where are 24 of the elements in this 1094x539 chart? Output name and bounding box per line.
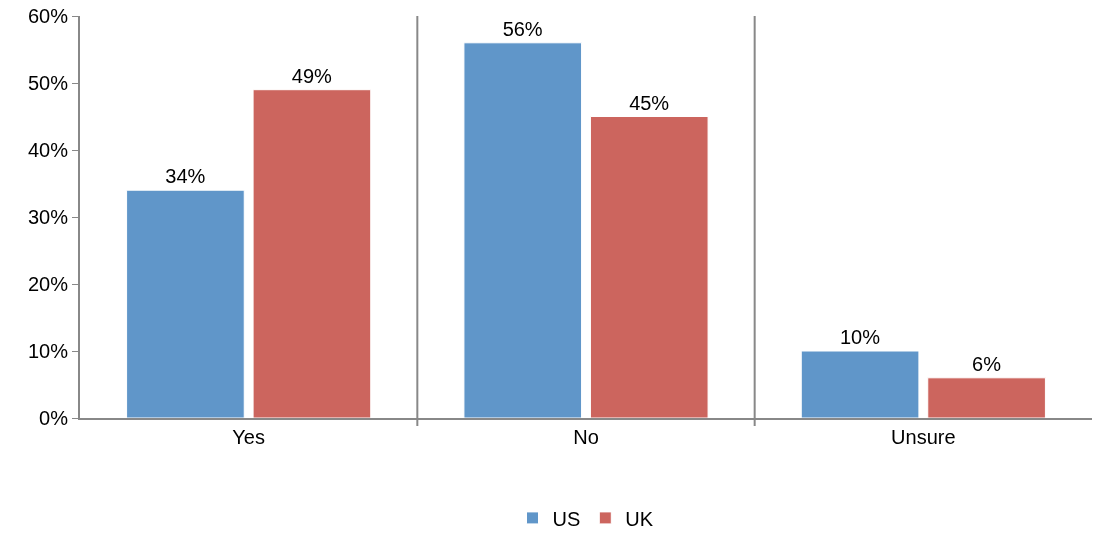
- bar: [463, 42, 583, 418]
- data-label: 49%: [291, 64, 333, 87]
- data-label: 10%: [839, 326, 881, 348]
- data-label: 56%: [502, 17, 543, 40]
- y-tick-label: 20%: [27, 273, 69, 295]
- y-tick-label: 40%: [27, 139, 69, 161]
- legend-label: UK: [625, 507, 654, 530]
- bar: [800, 350, 920, 418]
- x-tick-label: No: [573, 426, 599, 448]
- data-label: 34%: [165, 165, 206, 188]
- bar: [927, 377, 1046, 418]
- x-tick-label: Yes: [232, 426, 265, 448]
- y-tick-label: 30%: [27, 206, 69, 228]
- y-tick-label: 0%: [39, 407, 69, 429]
- data-label: 6%: [972, 352, 1002, 375]
- legend-label: US: [552, 507, 581, 530]
- bar: [589, 116, 709, 418]
- x-tick-label: Unsure: [891, 426, 956, 448]
- bar: [252, 89, 372, 418]
- y-tick-label: 60%: [27, 5, 69, 27]
- y-tick-label: 10%: [27, 340, 69, 362]
- bar: [126, 189, 245, 418]
- y-tick-label: 50%: [27, 72, 69, 94]
- data-label: 45%: [629, 91, 670, 114]
